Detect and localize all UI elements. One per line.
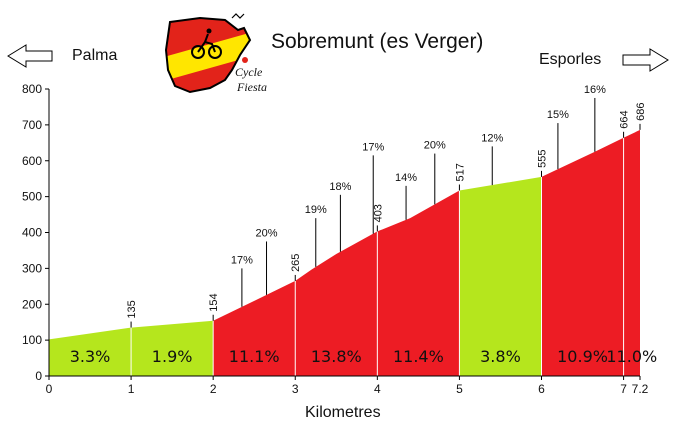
km-elevation-label: 555: [537, 150, 549, 168]
end-town-label: Esporles: [539, 51, 602, 68]
logo-text-cycle: Cycle: [235, 65, 263, 79]
x-tick-label: 3: [292, 382, 299, 396]
segment-fill-2: [213, 280, 296, 376]
logo-text-fiesta: Fiesta: [236, 80, 267, 94]
gradient-annotation-label: 17%: [362, 141, 384, 153]
cyclist-icon: [191, 28, 222, 59]
profile-fills: [49, 129, 640, 376]
segment-gradient-label: 10.9%: [557, 347, 608, 366]
arrow-right-icon: [622, 48, 669, 72]
km-elevation-label: 517: [454, 163, 466, 181]
gradient-annotation-label: 19%: [305, 204, 327, 216]
gradient-annotations: 17% 20% 19%18% 17% 14% 20% 12% 15% 16%: [231, 84, 606, 307]
gradient-annotation-label: 15%: [547, 109, 569, 121]
km-elevation-label: 265: [290, 254, 302, 272]
gradient-annotation-label: 20%: [424, 140, 446, 152]
km-elevation-label: 403: [372, 204, 384, 222]
gradient-annotation-label: 16%: [584, 84, 606, 96]
y-tick-label: 0: [35, 369, 42, 383]
segment-gradient-label: 13.8%: [311, 347, 362, 366]
x-tick-label: 1: [128, 382, 135, 396]
gradient-annotation-label: 17%: [231, 254, 253, 266]
arrow-left-icon: [7, 44, 53, 68]
cycle-fiesta-logo: Cycle Fiesta: [164, 13, 267, 94]
km-elevation-labels: 135 154 265 403 517 555 664 686: [126, 103, 647, 328]
x-tick-label: 6: [538, 382, 545, 396]
x-axis-label: Kilometres: [305, 404, 381, 421]
segment-fill-5: [459, 176, 542, 376]
gradient-annotation-label: 12%: [481, 132, 503, 144]
x-tick-label: 0: [46, 382, 53, 396]
segment-gradient-label: 11.1%: [229, 347, 280, 366]
gradient-annotation-label: 14%: [395, 172, 417, 184]
gradient-annotation-label: 18%: [329, 181, 351, 193]
y-tick-label: 300: [22, 261, 42, 275]
x-tick-label: 5: [456, 382, 463, 396]
x-tick-label: 7.2: [632, 382, 649, 396]
y-tick-label: 500: [22, 190, 42, 204]
segment-gradient-labels: 3.3% 1.9% 11.1% 13.8% 11.4% 3.8% 10.9%11.0%: [70, 347, 657, 366]
y-tick-label: 700: [22, 118, 42, 132]
segment-fill-4: [377, 190, 460, 376]
x-tick-label: 2: [210, 382, 217, 396]
km-elevation-label: 686: [635, 103, 647, 121]
y-tick-label: 600: [22, 154, 42, 168]
segment-gradient-label: 11.4%: [393, 347, 444, 366]
km-elevation-label: 664: [619, 110, 631, 128]
gradient-annotation-label: 20%: [256, 227, 278, 239]
y-tick-label: 800: [22, 82, 42, 96]
y-tick-label: 100: [22, 333, 42, 347]
km-elevation-label: 154: [208, 293, 220, 311]
segment-gradient-label: 3.8%: [480, 347, 521, 366]
segment-fill-1: [131, 320, 214, 376]
segment-fill-3: [295, 231, 378, 376]
x-tick-label: 4: [374, 382, 381, 396]
segment-fill-6: [541, 137, 624, 376]
chart-axes: 0 100 200 300 400 500 600 700 800 0 1 2 3 4 5 6 7 7.2: [22, 82, 649, 396]
segment-gradient-label: 3.3%: [70, 347, 111, 366]
km-divider-lines: [130, 137, 625, 376]
km-elevation-label: 135: [126, 300, 138, 318]
y-tick-label: 200: [22, 297, 42, 311]
y-tick-label: 400: [22, 226, 42, 240]
segment-fill-7: [623, 129, 640, 376]
segment-fill-0: [49, 327, 132, 376]
climb-title: Sobremunt (es Verger): [271, 30, 484, 53]
segment-gradient-label: 1.9%: [152, 347, 193, 366]
start-town-label: Palma: [72, 47, 118, 64]
segment-gradient-label: 11.0%: [606, 347, 657, 366]
x-tick-label: 7: [620, 382, 627, 396]
